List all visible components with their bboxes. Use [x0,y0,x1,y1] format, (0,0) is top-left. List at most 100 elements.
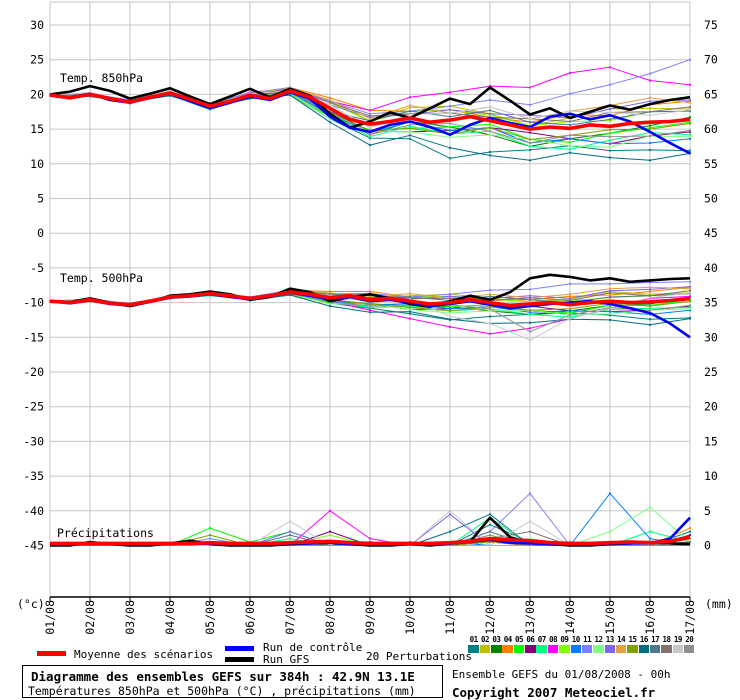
marker-pert-16-t500 [289,293,291,296]
legend-control-label: Run de contrôle [263,641,363,654]
marker-pert-06-t850 [689,130,691,133]
pert-legend-swatch [479,645,491,653]
marker-pert-07-t850 [609,139,611,142]
marker-pert-07-t500 [529,313,531,316]
marker-pert-17-t500 [369,296,371,299]
x-date-label: 17/08 [683,600,697,635]
marker-pert-14-t850 [409,104,411,107]
marker-pert-08-t850 [529,86,531,89]
y-axis-right-unit: (mm) [705,597,733,611]
pert-legend-item: 13 [604,635,616,653]
x-date-label: 08/08 [323,600,337,635]
marker-pert-13-t500 [689,285,691,288]
marker-pert-11-precip [529,492,531,495]
pert-legend-item: 17 [649,635,661,653]
marker-pert-12-t850 [609,146,611,149]
marker-pert-12-t850 [569,144,571,147]
marker-pert-11-t850 [369,112,371,115]
marker-pert-05-t850 [369,128,371,131]
marker-pert-13-precip [449,513,451,516]
pert-legend-number: 05 [515,635,524,644]
pert-legend-number: 16 [639,635,649,644]
marker-pert-06-precip [329,530,331,533]
marker-pert-20-t850 [409,123,411,126]
marker-pert-19-precip [289,520,291,523]
legend-gfs-label: Run GFS [263,653,310,666]
marker-pert-15-t850 [409,127,411,130]
y-right-tick-label: 30 [704,330,718,344]
pert-legend-swatch [593,645,604,653]
pert-legend-number: 06 [526,635,535,644]
marker-pert-16-t850 [609,156,611,159]
pert-legend-swatch [547,645,559,653]
marker-pert-20-t500 [489,307,491,310]
marker-pert-16-t500 [329,305,331,308]
marker-pert-16-precip [449,530,451,533]
marker-pert-08-t850 [609,66,611,69]
pert-legend-swatch [627,645,638,653]
marker-pert-19-t500 [529,339,531,342]
y-left-tick-label: 15 [30,122,44,136]
pert-legend-swatch [638,645,650,653]
marker-pert-11-t850 [449,105,451,108]
marker-pert-04-t850 [689,100,691,103]
marker-pert-01-t850 [529,148,531,151]
marker-pert-16-t850 [489,154,491,157]
marker-pert-10-t500 [529,311,531,314]
series-gfs-t850 [49,84,691,129]
marker-pert-20-t850 [449,122,451,125]
x-date-label: 09/08 [363,600,377,635]
y-left-tick-label: -15 [23,330,44,344]
copyright-text: Copyright 2007 Meteociel.fr [452,685,656,700]
marker-pert-18-t500 [329,293,331,296]
marker-pert-08-t500 [689,295,691,298]
marker-pert-06-precip [689,534,691,537]
marker-pert-19-t500 [449,315,451,318]
marker-pert-01-t850 [489,151,491,154]
marker-pert-18-t850 [689,105,691,108]
marker-pert-20-t850 [369,133,371,136]
marker-pert-08-t850 [489,85,491,88]
y-left-tick-label: -45 [23,539,44,553]
marker-pert-07-t850 [369,135,371,138]
pert-legend-swatch [502,645,513,653]
y-right-tick-label: 45 [704,226,718,240]
marker-pert-19-t500 [409,298,411,301]
pert-legend-item: 12 [593,635,604,653]
ensemble-chart: 302520151050-5-10-15-20-25-30-35-40-4575… [17,1,733,635]
marker-pert-17-t500 [489,295,491,298]
x-date-label: 06/08 [243,600,257,635]
marker-pert-15-t500 [569,307,571,310]
marker-pert-13-t500 [449,295,451,298]
marker-pert-16-t850 [369,144,371,147]
x-date-label: 10/08 [403,600,417,635]
marker-pert-13-t500 [609,289,611,292]
marker-pert-08-t500 [529,327,531,330]
marker-pert-16-t850 [289,94,291,97]
pert-legend-item: 05 [513,635,525,653]
marker-pert-14-t850 [689,101,691,104]
y-left-tick-label: -20 [23,365,44,379]
marker-pert-11-t500 [609,282,611,285]
pert-legend-item: 01 [468,635,479,653]
marker-pert-15-t850 [649,128,651,131]
x-date-label: 14/08 [563,600,577,635]
marker-pert-12-t850 [329,117,331,120]
panel-label-500: Temp. 500hPa [60,271,143,285]
pert-legend-number: 02 [481,635,490,644]
x-date-label: 02/08 [83,600,97,635]
marker-pert-11-t850 [529,103,531,106]
y-left-tick-label: 30 [30,18,44,32]
pert-legend-item: 02 [479,635,491,653]
marker-pert-08-t500 [369,309,371,312]
marker-pert-01-t850 [449,157,451,160]
marker-pert-17-precip [289,534,291,537]
marker-pert-05-t850 [449,126,451,129]
marker-pert-16-t500 [609,318,611,321]
y-left-tick-label: 5 [37,192,44,206]
marker-pert-16-t500 [369,311,371,314]
marker-pert-20-t500 [529,330,531,333]
legend-control-swatch [225,646,254,651]
marker-pert-15-t500 [449,309,451,312]
marker-pert-18-t500 [649,294,651,297]
